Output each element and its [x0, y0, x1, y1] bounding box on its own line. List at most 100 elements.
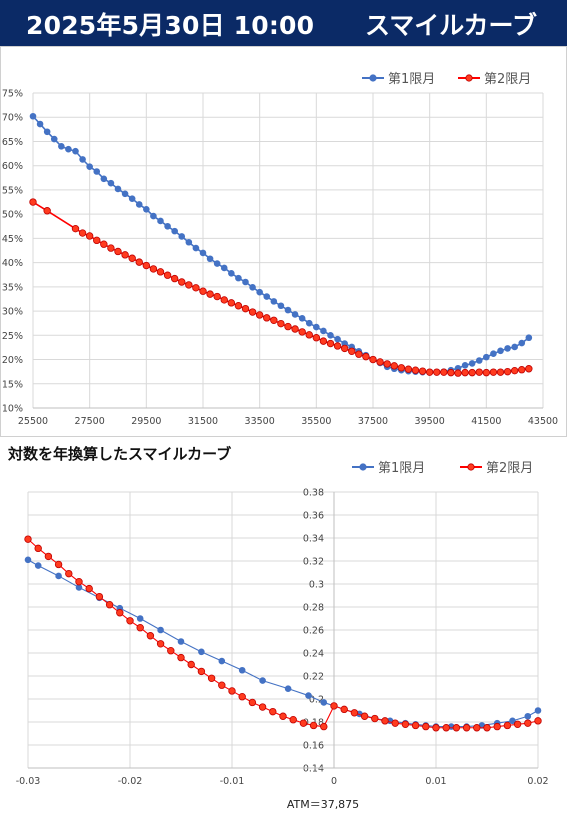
- data-point: [43, 128, 51, 136]
- data-point: [228, 687, 236, 695]
- data-point: [128, 195, 136, 202]
- data-point: [65, 569, 73, 578]
- data-point: [289, 716, 297, 724]
- data-point: [298, 315, 306, 322]
- data-point: [525, 365, 533, 373]
- data-point: [305, 692, 312, 699]
- data-point: [24, 535, 32, 543]
- data-point: [305, 331, 313, 339]
- data-point: [284, 685, 292, 692]
- data-point: [44, 552, 53, 561]
- data-point: [509, 717, 516, 725]
- data-point: [524, 712, 532, 720]
- y-tick-label: 0.38: [303, 488, 324, 499]
- data-point: [425, 368, 434, 376]
- data-point: [320, 327, 327, 335]
- data-point: [348, 347, 356, 355]
- data-point: [299, 719, 308, 727]
- atm-label: ATM＝37,875: [287, 798, 359, 811]
- data-point: [95, 592, 104, 601]
- data-point: [213, 292, 221, 301]
- data-point: [383, 360, 391, 368]
- data-point: [213, 260, 221, 267]
- data-point: [277, 319, 285, 328]
- data-point: [482, 368, 491, 377]
- y-tick-label: 25%: [2, 331, 23, 342]
- data-point: [360, 712, 369, 720]
- data-point: [178, 233, 186, 240]
- data-point: [54, 560, 63, 569]
- data-point: [511, 343, 518, 351]
- data-point: [401, 720, 410, 728]
- data-point: [350, 709, 359, 717]
- data-point: [422, 722, 430, 731]
- data-point: [107, 244, 115, 252]
- data-point: [198, 648, 205, 656]
- y-tick-label: 0.26: [303, 626, 324, 637]
- data-point: [128, 254, 136, 262]
- data-point: [126, 617, 134, 625]
- y-tick-label: 15%: [2, 379, 23, 390]
- y-tick-label: 45%: [2, 234, 23, 245]
- data-point: [116, 609, 124, 617]
- data-point: [510, 366, 519, 375]
- data-point: [79, 156, 86, 163]
- data-point: [411, 721, 420, 730]
- data-point: [504, 345, 511, 352]
- data-point: [312, 334, 321, 342]
- y-tick-label: 35%: [2, 282, 23, 293]
- data-point: [369, 355, 377, 364]
- data-point: [298, 328, 306, 336]
- data-point: [503, 721, 512, 730]
- header-date: 2025年5月30日 10:00: [26, 11, 315, 40]
- y-tick-label: 55%: [2, 185, 23, 196]
- data-point: [355, 350, 363, 358]
- data-point: [192, 284, 200, 292]
- data-point: [34, 544, 42, 553]
- data-point: [454, 369, 462, 377]
- data-point: [29, 198, 37, 206]
- data-point: [171, 227, 178, 235]
- data-point: [157, 217, 164, 225]
- y-tick-label: 75%: [2, 89, 23, 100]
- chart-title: 対数を年換算したスマイルカーブ: [7, 445, 231, 463]
- data-point: [418, 367, 427, 375]
- data-point: [238, 666, 246, 674]
- y-tick-label: 40%: [2, 258, 23, 269]
- data-point: [34, 562, 42, 569]
- data-point: [447, 368, 455, 377]
- data-point: [518, 339, 526, 347]
- data-point: [462, 724, 471, 732]
- x-tick-label: 39500: [415, 416, 445, 427]
- y-tick-label: 0.34: [303, 534, 324, 545]
- x-tick-label: 0.02: [527, 776, 548, 787]
- data-point: [43, 207, 51, 215]
- y-tick-label: 0.3: [309, 580, 324, 591]
- data-point: [320, 699, 328, 706]
- x-tick-label: 29500: [131, 416, 161, 427]
- data-point: [340, 344, 349, 353]
- data-point: [249, 284, 256, 291]
- data-point: [227, 299, 236, 307]
- data-point: [93, 168, 101, 175]
- data-point: [197, 667, 206, 676]
- y-tick-label: 0.14: [303, 764, 324, 775]
- data-point: [218, 681, 226, 689]
- data-point: [164, 222, 171, 230]
- y-tick-label: 0.32: [303, 557, 324, 568]
- data-point: [490, 350, 497, 358]
- data-point: [206, 290, 214, 298]
- data-point: [256, 288, 263, 296]
- data-point: [135, 258, 143, 266]
- data-point: [207, 674, 216, 682]
- y-tick-label: 0.16: [303, 741, 324, 752]
- data-point: [326, 339, 335, 348]
- data-point: [503, 367, 512, 376]
- data-point: [167, 646, 175, 655]
- data-point: [258, 703, 267, 711]
- data-point: [493, 722, 501, 731]
- x-tick-label: 33500: [245, 416, 275, 427]
- data-point: [468, 360, 476, 367]
- data-point: [85, 584, 93, 593]
- y-tick-label: 0.28: [303, 603, 324, 614]
